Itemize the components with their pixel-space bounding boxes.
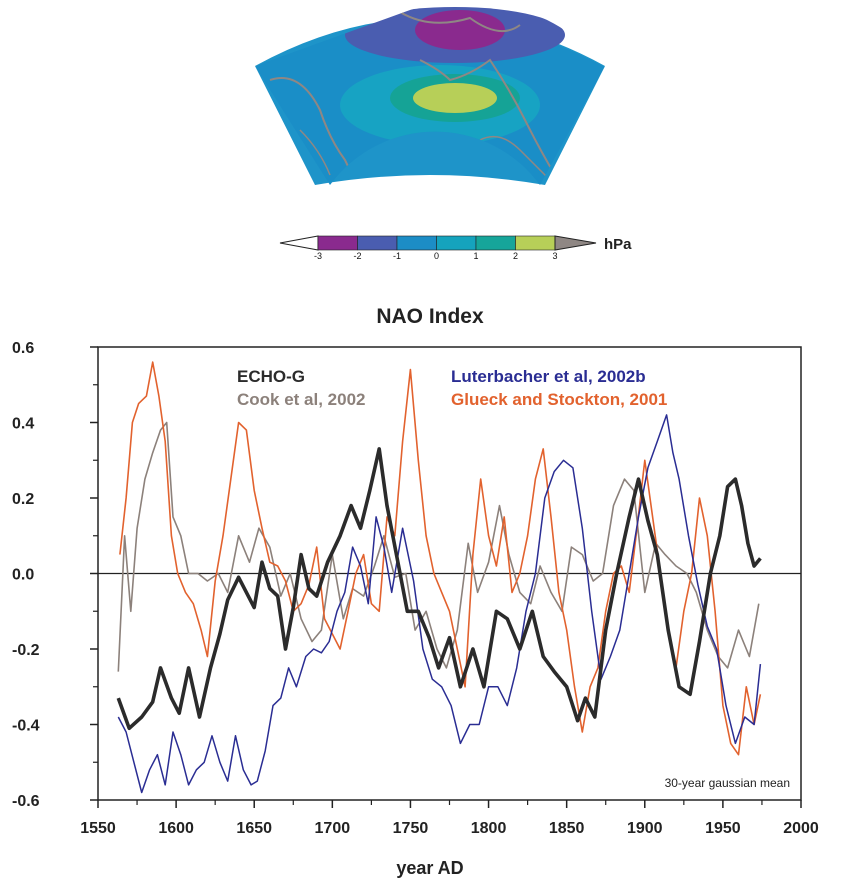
positive-core: [413, 83, 497, 113]
chart-title: NAO Index: [376, 305, 484, 328]
x-axis-label: year AD: [396, 858, 463, 878]
x-tick-label: 1950: [705, 820, 741, 837]
legend-luterbacher: Luterbacher et al, 2002b: [451, 367, 646, 386]
y-tick-label: 0.0: [12, 567, 34, 584]
series-layer: [116, 361, 762, 794]
colorbar-tick-label: 0: [434, 251, 439, 261]
coastline: [399, 11, 521, 33]
colorbar-tick-label: 2: [513, 251, 518, 261]
colorbar-right-arrow: [554, 235, 597, 251]
x-tick-label: 1650: [236, 820, 272, 837]
legend-echo-g: ECHO-G: [237, 367, 305, 386]
colorbar-tick-label: 1: [473, 251, 478, 261]
smoothing-annotation: 30-year gaussian mean: [665, 776, 790, 790]
x-tick-label: 1700: [315, 820, 351, 837]
legend-cook: Cook et al, 2002: [237, 390, 366, 409]
colorbar-swatch: [436, 235, 477, 251]
colorbar-swatch: [396, 235, 437, 251]
x-tick-label: 1750: [393, 820, 429, 837]
x-tick-label: 2000: [783, 820, 819, 837]
colorbar-unit: hPa: [604, 236, 632, 253]
colorbar-swatch: [475, 235, 516, 251]
y-tick-label: 0.6: [12, 340, 34, 357]
y-tick-label: -0.2: [12, 642, 40, 659]
x-tick-label: 1850: [549, 820, 585, 837]
coastline: [419, 58, 556, 176]
y-tick-label: -0.4: [12, 718, 40, 735]
legend-glueck: Glueck and Stockton, 2001: [451, 390, 667, 409]
colorbar: -3 -2 -1 0 1 2 3 hPa: [279, 235, 632, 261]
colorbar-tick-label: -2: [353, 251, 361, 261]
colorbar-swatch: [357, 235, 398, 251]
x-tick-label: 1550: [80, 820, 116, 837]
y-axis: -0.6 -0.4 -0.2 0.0 0.2 0.4 0.6: [12, 340, 98, 810]
nao-pattern-map: [255, 7, 605, 186]
x-tick-label: 1800: [471, 820, 507, 837]
x-tick-label: 1600: [158, 820, 194, 837]
negative-core: [415, 10, 505, 50]
y-tick-label: 0.2: [12, 491, 34, 508]
x-axis: 1550 1600 1650 1700 1750 1800 1850 1900 1950 2000: [80, 800, 819, 837]
nao-index-chart: NAO Index -0.6-0.4-0.20.00.20.40.6 1550 1…: [12, 305, 819, 878]
x-tick-label: 1900: [627, 820, 663, 837]
series-line-echo-g: [116, 447, 762, 731]
colorbar-tick-label: -1: [393, 251, 401, 261]
colorbar-tick-label: 3: [552, 251, 557, 261]
colorbar-swatch: [515, 235, 556, 251]
series-line-glueck-and-stockton-2001: [119, 361, 762, 756]
coastline: [299, 129, 331, 176]
colorbar-swatch: [317, 235, 358, 251]
colorbar-tick-label: -3: [314, 251, 322, 261]
y-tick-label: -0.6: [12, 793, 40, 810]
colorbar-left-arrow: [279, 235, 319, 251]
y-tick-label: 0.4: [12, 416, 34, 433]
